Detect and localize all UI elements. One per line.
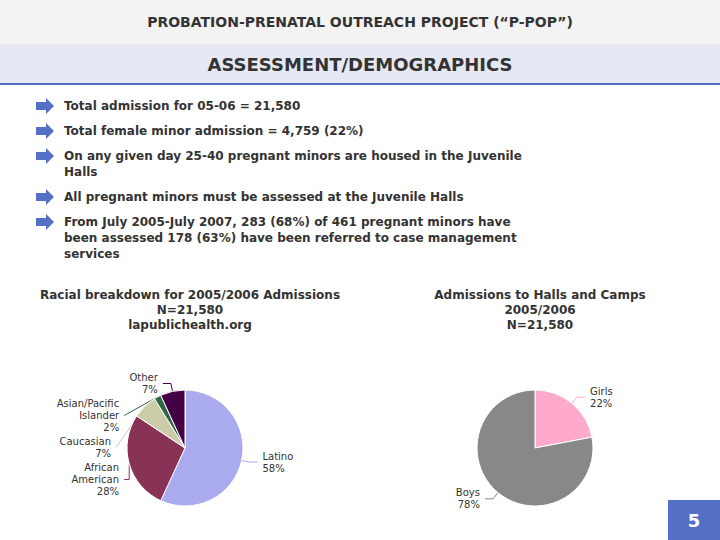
svg-text:2005/2006: 2005/2006 [504,303,575,317]
svg-text:78%: 78% [458,499,480,510]
svg-text:Caucasian: Caucasian [59,436,111,447]
svg-text:Boys: Boys [456,487,480,498]
svg-text:Halls: Halls [64,165,98,179]
svg-text:American: American [71,474,119,485]
svg-text:Islander: Islander [79,410,120,421]
svg-text:22%: 22% [590,398,612,409]
svg-text:Girls: Girls [590,386,613,397]
svg-text:Other: Other [129,372,158,383]
svg-text:PROBATION-PRENATAL OUTREACH PR: PROBATION-PRENATAL OUTREACH PROJECT (“P-… [147,14,573,30]
svg-text:N=21,580: N=21,580 [157,303,223,317]
svg-text:7%: 7% [95,448,111,459]
svg-text:5: 5 [688,510,701,531]
svg-text:Asian/Pacific: Asian/Pacific [57,398,119,409]
svg-text:7%: 7% [142,384,158,395]
svg-text:ASSESSMENT/DEMOGRAPHICS: ASSESSMENT/DEMOGRAPHICS [207,54,512,75]
svg-text:services: services [64,247,120,261]
svg-text:Total admission for 05-06 = 21: Total admission for 05-06 = 21,580 [64,99,300,113]
svg-text:N=21,580: N=21,580 [507,318,573,332]
svg-text:Admissions to Halls and Camps: Admissions to Halls and Camps [434,288,645,302]
svg-text:been assessed 178 (63%) have b: been assessed 178 (63%) have been referr… [64,231,517,245]
svg-text:28%: 28% [97,486,119,497]
svg-text:All pregnant minors must be as: All pregnant minors must be assessed at … [64,190,464,204]
svg-text:On any given day 25-40 pregnan: On any given day 25-40 pregnant minors a… [64,149,522,163]
svg-text:2%: 2% [103,422,119,433]
svg-text:Total female minor admission =: Total female minor admission = 4,759 (22… [64,124,364,138]
svg-text:58%: 58% [262,463,284,474]
svg-text:Racial breakdown for 2005/2006: Racial breakdown for 2005/2006 Admission… [40,288,340,302]
svg-text:lapublichealth.org: lapublichealth.org [128,318,252,332]
svg-text:Latino: Latino [262,451,293,462]
svg-text:From July 2005-July 2007, 283: From July 2005-July 2007, 283 (68%) of 4… [64,215,511,229]
svg-text:African: African [84,462,119,473]
